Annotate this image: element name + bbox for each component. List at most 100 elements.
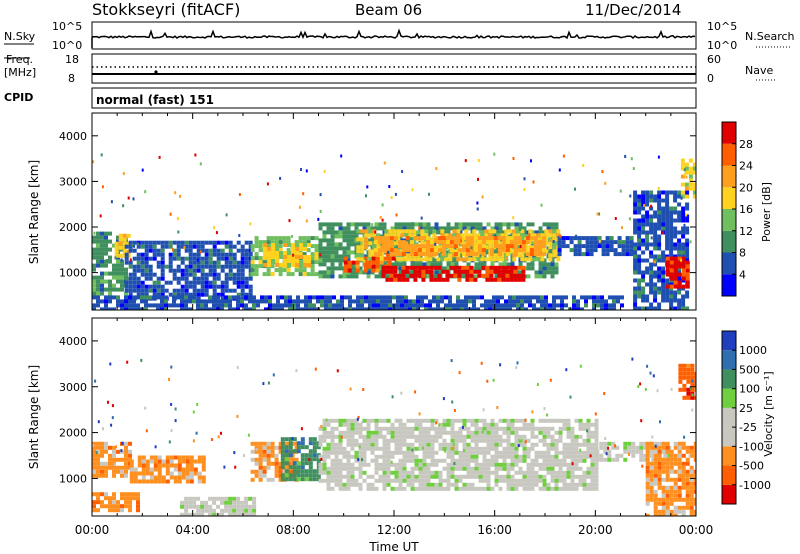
power-cell [228,307,232,310]
velocity-cell [586,438,591,443]
power-cell [540,307,544,310]
velocity-cell [663,453,668,458]
power-speckle [596,212,599,216]
power-cell [112,307,116,310]
power-cell [112,287,116,292]
velocity-cell [212,500,217,505]
power-cell [200,276,205,281]
power-cell [196,264,201,269]
power-cell [303,247,308,251]
power-cell [208,252,213,257]
power-cell [424,303,428,308]
power-cell [156,276,161,281]
velocity-cell [631,453,636,458]
velocity-cell [96,449,100,454]
velocity-cell [136,492,140,497]
power-speckle [110,200,113,204]
power-cell [314,256,319,261]
power-cell [204,299,208,304]
power-speckle [682,215,685,219]
velocity-speckle [451,400,454,404]
velocity-cell [574,442,579,447]
velocity-cell [300,457,305,462]
power-cell [122,241,127,246]
velocity-cell [669,489,674,494]
power-cell [645,294,650,299]
power-cell [116,267,120,272]
velocity-cell [466,470,471,475]
velocity-cell [586,418,591,423]
power-cell [388,307,392,310]
power-cell [557,236,562,241]
power-cell [326,250,331,255]
power-cell [673,194,678,199]
power-cell [456,229,461,234]
power-cell [104,263,108,268]
power-cell [489,265,494,270]
velocity-cell [657,501,662,506]
power-cell [204,252,209,257]
power-cell [601,240,606,245]
velocity-cell [398,470,403,475]
power-cell [637,266,642,271]
velocity-cell [673,493,678,498]
velocity-cell [430,434,435,439]
power-cell [351,260,356,265]
velocity-region-3 [180,496,257,516]
velocity-cell [116,465,120,470]
power-cell [306,236,311,241]
velocity-cell [296,449,301,454]
power-cell [298,240,303,245]
power-speckle [127,196,130,200]
power-cell [685,260,690,265]
velocity-speckle [546,413,549,417]
power-cell [484,229,489,234]
power-cell [360,303,364,308]
power-cell [436,299,440,304]
power-cell [472,307,476,310]
velocity-cell [350,438,355,443]
power-region-4 [263,243,312,267]
power-cell [378,274,383,279]
power-cell [384,233,389,238]
power-cell [240,252,245,257]
velocity-cell [554,446,559,451]
power-cell [448,233,453,238]
power-cell [136,256,141,261]
power-cell [180,244,185,249]
velocity-cell [478,478,483,483]
velocity-cell [304,453,309,458]
velocity-cell [92,500,96,505]
power-cell [446,230,451,235]
velocity-cell [526,482,531,487]
power-cell [338,274,343,279]
velocity-cell [673,461,678,466]
power-cell [673,272,678,277]
power-cell [633,242,638,247]
power-cell [432,245,437,250]
power-cell [92,251,96,256]
power-cell [116,239,120,244]
velocity-cell [370,446,375,451]
power-cell [291,243,296,247]
velocity-cell [426,430,431,435]
velocity-cell [350,462,355,467]
velocity-speckle [491,454,494,458]
power-cell [661,282,666,287]
power-cell [513,252,518,257]
velocity-cell [550,474,555,479]
velocity-cell [262,457,267,462]
power-cell [244,292,249,297]
power-cell [96,295,100,300]
power-cell [692,166,696,171]
power-cell [144,292,149,297]
velocity-cell [482,474,487,479]
velocity-cell [278,441,283,446]
power-speckle [101,185,104,189]
power-cell [530,230,535,235]
power-cell [326,226,331,231]
power-cell [275,247,280,251]
power-cell [196,260,201,265]
power-cell [474,222,479,227]
power-cell [461,236,466,241]
